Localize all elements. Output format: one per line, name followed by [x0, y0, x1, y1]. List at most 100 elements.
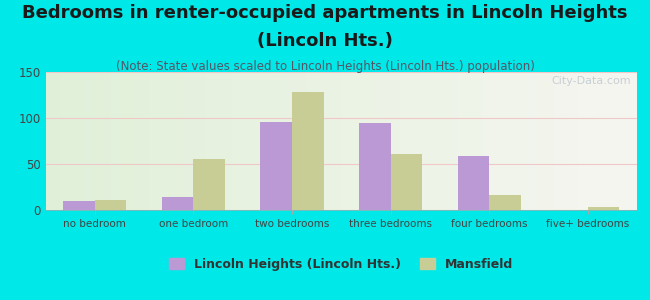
Bar	[246, 72, 250, 210]
Bar	[253, 72, 255, 210]
Bar	[194, 72, 196, 210]
Bar	[122, 72, 125, 210]
Bar	[297, 72, 300, 210]
Bar	[131, 72, 134, 210]
Bar	[421, 72, 424, 210]
Bar	[427, 72, 430, 210]
Bar	[344, 72, 347, 210]
Bar	[486, 72, 489, 210]
Bar	[492, 72, 495, 210]
Bar	[610, 72, 614, 210]
Bar	[105, 72, 108, 210]
Bar	[368, 72, 370, 210]
Bar	[530, 72, 534, 210]
Bar	[173, 72, 176, 210]
Bar	[477, 72, 480, 210]
Bar	[634, 72, 637, 210]
Bar	[146, 72, 149, 210]
Bar	[450, 72, 454, 210]
Bar	[63, 72, 66, 210]
Bar	[370, 72, 374, 210]
Bar	[436, 72, 439, 210]
Bar	[430, 72, 433, 210]
Bar	[510, 72, 513, 210]
Bar	[181, 72, 185, 210]
Bar	[170, 72, 173, 210]
Bar	[137, 72, 140, 210]
Bar	[55, 72, 57, 210]
Bar	[273, 72, 276, 210]
Bar	[515, 72, 519, 210]
Bar	[489, 195, 521, 210]
Bar	[255, 72, 259, 210]
Bar	[350, 72, 353, 210]
Bar	[412, 72, 415, 210]
Bar	[78, 72, 81, 210]
Bar	[176, 72, 179, 210]
Bar	[365, 72, 368, 210]
Text: (Lincoln Hts.): (Lincoln Hts.)	[257, 32, 393, 50]
Bar	[294, 72, 297, 210]
Bar	[614, 72, 616, 210]
Bar	[391, 72, 395, 210]
Bar	[625, 72, 628, 210]
Bar	[495, 72, 498, 210]
Bar	[545, 72, 548, 210]
Bar	[217, 72, 220, 210]
Bar	[261, 72, 265, 210]
Bar	[282, 72, 285, 210]
Bar	[338, 72, 341, 210]
Bar	[259, 72, 261, 210]
Bar	[134, 72, 137, 210]
Bar	[489, 72, 492, 210]
Bar	[288, 72, 291, 210]
Bar	[504, 72, 507, 210]
Bar	[463, 72, 465, 210]
Bar	[291, 72, 294, 210]
Bar	[619, 72, 622, 210]
Bar	[265, 72, 267, 210]
Bar	[194, 159, 225, 210]
Bar	[152, 72, 155, 210]
Bar	[276, 72, 279, 210]
Bar	[528, 72, 530, 210]
Bar	[285, 72, 288, 210]
Bar	[359, 72, 362, 210]
Bar	[229, 72, 232, 210]
Bar	[575, 72, 578, 210]
Bar	[601, 72, 604, 210]
Bar	[483, 72, 486, 210]
Bar	[187, 72, 190, 210]
Bar	[226, 72, 229, 210]
Bar	[81, 72, 84, 210]
Bar	[155, 72, 158, 210]
Bar	[69, 72, 72, 210]
Bar	[300, 72, 303, 210]
Text: (Note: State values scaled to Lincoln Heights (Lincoln Hts.) population): (Note: State values scaled to Lincoln He…	[116, 60, 534, 73]
Bar	[114, 72, 116, 210]
Bar	[560, 72, 563, 210]
Bar	[111, 72, 114, 210]
Bar	[622, 72, 625, 210]
Bar	[318, 72, 320, 210]
Bar	[498, 72, 501, 210]
Bar	[332, 72, 335, 210]
Bar	[471, 72, 474, 210]
Bar	[385, 72, 389, 210]
Bar	[525, 72, 528, 210]
Bar	[311, 72, 315, 210]
Bar	[279, 72, 282, 210]
Bar	[90, 72, 93, 210]
Bar	[584, 72, 587, 210]
Bar	[326, 72, 330, 210]
Bar	[190, 72, 194, 210]
Bar	[270, 72, 273, 210]
Bar	[164, 72, 167, 210]
Bar	[46, 72, 49, 210]
Bar	[554, 72, 557, 210]
Bar	[395, 72, 397, 210]
Bar	[200, 72, 202, 210]
Bar	[238, 72, 240, 210]
Bar	[380, 72, 383, 210]
Bar	[569, 72, 572, 210]
